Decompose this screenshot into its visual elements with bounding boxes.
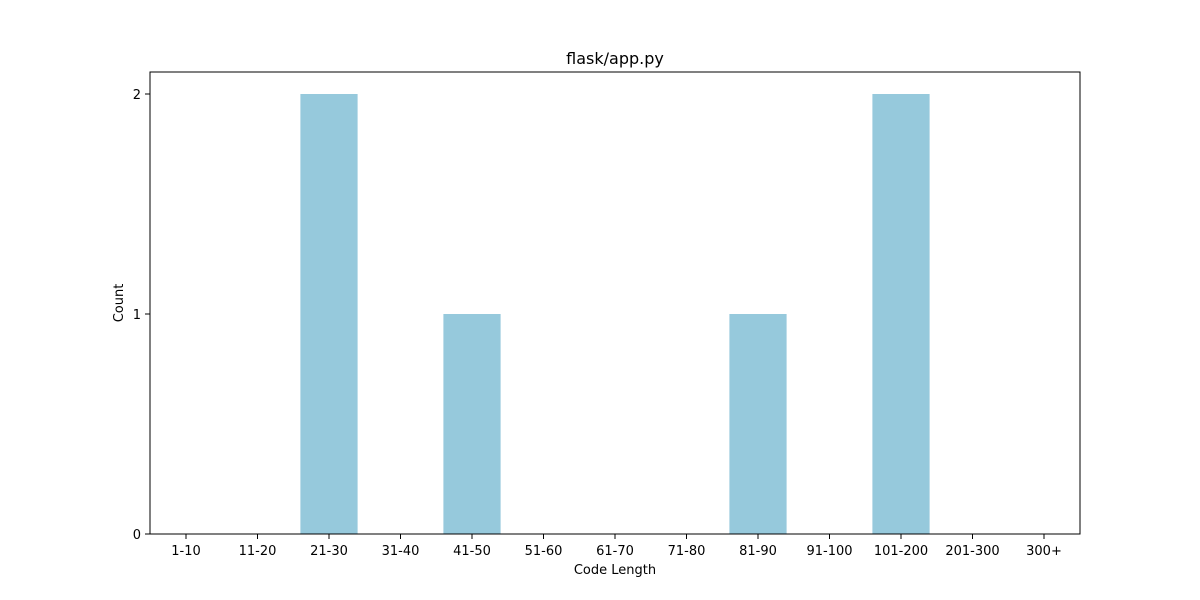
chart-title: flask/app.py (566, 49, 664, 68)
x-tick-label: 51-60 (525, 544, 563, 559)
y-axis-ticks: 0 1 2 (133, 88, 150, 543)
x-tick-label: 41-50 (453, 544, 491, 559)
y-tick-label: 2 (133, 88, 141, 103)
y-tick-label: 0 (133, 528, 141, 543)
bars-group (300, 94, 930, 534)
x-tick-label: 21-30 (310, 544, 348, 559)
x-tick-label: 101-200 (874, 544, 928, 559)
x-tick-label: 81-90 (739, 544, 777, 559)
plot-frame (149, 71, 1081, 535)
bar-41-50 (443, 314, 501, 534)
bar-101-200 (872, 94, 930, 534)
bar-21-30 (300, 94, 358, 534)
x-axis-label: Code Length (574, 563, 656, 578)
bar-81-90 (729, 314, 787, 534)
x-tick-label: 71-80 (668, 544, 706, 559)
x-tick-label: 61-70 (596, 544, 634, 559)
x-tick-label: 31-40 (382, 544, 420, 559)
x-tick-label: 201-300 (945, 544, 999, 559)
x-tick-label: 1-10 (171, 544, 201, 559)
x-tick-label: 11-20 (239, 544, 277, 559)
x-tick-label: 300+ (1026, 544, 1062, 559)
x-tick-label: 91-100 (806, 544, 852, 559)
y-axis-label: Count (112, 284, 127, 323)
x-axis-ticks: 1-10 11-20 21-30 31-40 41-50 51-60 61-70 71-80 8… (171, 534, 1062, 559)
y-tick-label: 1 (133, 308, 141, 323)
